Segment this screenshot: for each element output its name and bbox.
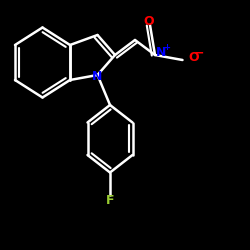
Text: +: + xyxy=(163,44,170,52)
Text: N: N xyxy=(156,46,166,59)
Text: N: N xyxy=(92,70,103,83)
Text: O: O xyxy=(144,15,154,28)
Text: −: − xyxy=(194,46,204,60)
Text: O: O xyxy=(189,51,200,64)
Text: F: F xyxy=(106,194,114,206)
